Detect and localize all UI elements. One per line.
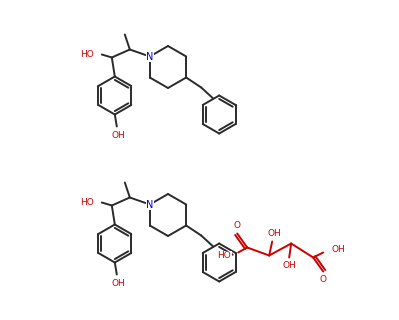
- Text: HO: HO: [80, 50, 94, 59]
- Text: OH: OH: [331, 245, 345, 254]
- Text: O: O: [234, 221, 241, 230]
- Text: OH: OH: [112, 279, 126, 288]
- Text: O: O: [320, 275, 327, 284]
- Text: HO: HO: [80, 198, 94, 207]
- Text: OH: OH: [267, 229, 281, 238]
- Text: HO: HO: [217, 251, 231, 260]
- Text: N: N: [146, 52, 154, 61]
- Text: OH: OH: [282, 261, 296, 270]
- Text: OH: OH: [112, 131, 126, 140]
- Text: N: N: [146, 199, 154, 210]
